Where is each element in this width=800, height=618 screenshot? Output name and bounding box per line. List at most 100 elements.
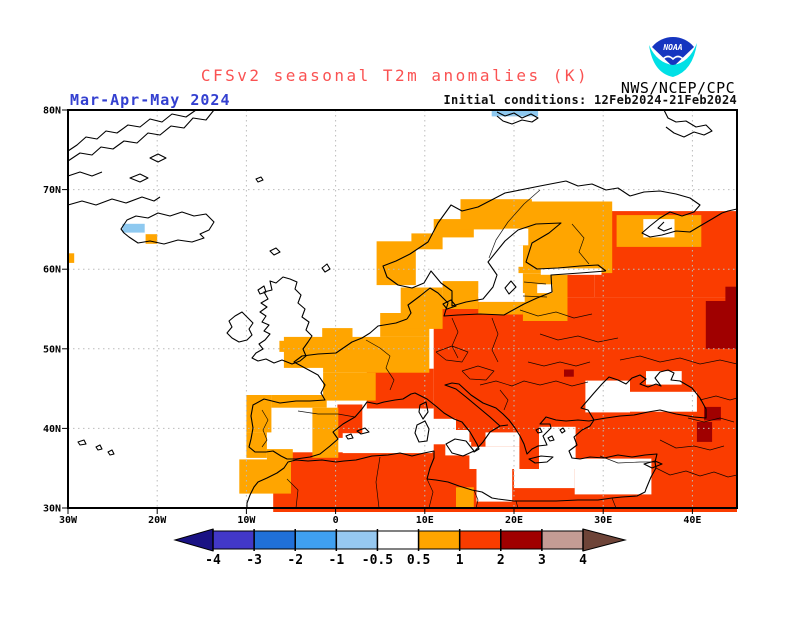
anomaly-cell bbox=[503, 228, 529, 246]
x-tick-label: 20W bbox=[148, 515, 167, 526]
anomaly-cell bbox=[537, 284, 553, 294]
coastline-greenland bbox=[67, 109, 264, 206]
coastline-mainland-europe-africa bbox=[248, 318, 509, 460]
anomaly-cell bbox=[705, 301, 737, 349]
anomaly-cell bbox=[400, 287, 443, 329]
x-tick-label: 40E bbox=[683, 515, 701, 526]
anomaly-cell bbox=[476, 469, 513, 502]
anomaly-cell bbox=[145, 234, 158, 244]
anomaly-cell bbox=[279, 340, 299, 352]
colorbar-tick-label: 3 bbox=[538, 553, 546, 568]
coastline-scandinavia-baltic bbox=[382, 180, 631, 320]
anomaly-cell bbox=[725, 286, 737, 301]
anomaly-cell bbox=[540, 268, 602, 275]
colorbar-tick-label: 4 bbox=[579, 553, 587, 568]
colorbar-tick-label: -2 bbox=[287, 553, 303, 568]
graticule-layer bbox=[68, 110, 737, 508]
colorbar-segment bbox=[212, 530, 255, 550]
anomaly-cell bbox=[246, 395, 272, 433]
colorbar-tick-label: -1 bbox=[329, 553, 345, 568]
page-title: CFSv2 seasonal T2m anomalies (K) bbox=[200, 66, 590, 85]
coastline-ireland bbox=[226, 311, 254, 343]
coastline-black-sea bbox=[580, 369, 707, 421]
colorbar-segment bbox=[253, 530, 296, 550]
x-tick-label: 10W bbox=[237, 515, 256, 526]
colorbar-tick-label: -0.5 bbox=[362, 553, 393, 568]
coastline-arctic-islands bbox=[496, 109, 713, 138]
anomaly-cell bbox=[433, 297, 737, 459]
noaa-logo-wave bbox=[649, 43, 697, 77]
anomaly-cell bbox=[456, 487, 474, 508]
coastline-uk bbox=[251, 247, 331, 365]
x-tick-label: 10E bbox=[416, 515, 434, 526]
y-tick-label: 40N bbox=[43, 424, 61, 435]
anomaly-cell bbox=[485, 432, 520, 447]
x-tick-label: 30E bbox=[594, 515, 612, 526]
anomaly-cell bbox=[362, 409, 406, 434]
anomaly-cell bbox=[122, 223, 145, 233]
anomaly-cell bbox=[376, 241, 416, 286]
initial-conditions-label: Initial conditions: 12Feb2024-21Feb2024 bbox=[443, 93, 737, 107]
anomaly-cells-layer bbox=[68, 110, 737, 512]
agency-label: NWS/NCEP/CPC bbox=[620, 79, 736, 97]
coastline-kola-whitesea bbox=[629, 190, 738, 238]
anomaly-cell bbox=[322, 328, 353, 351]
anomaly-cell bbox=[469, 446, 520, 469]
noaa-logo-icon: NOAA bbox=[649, 36, 697, 77]
season-label: Mar-Apr-May 2024 bbox=[70, 91, 231, 109]
colorbar: -4 -3 -2 -1 -0.5 0.5 1 2 3 4 bbox=[173, 528, 627, 568]
colorbar-segment bbox=[335, 530, 378, 550]
anomaly-cell bbox=[630, 391, 697, 412]
noaa-logo-fan bbox=[652, 36, 694, 67]
anomaly-cell bbox=[366, 368, 434, 409]
colorbar-tick-label: 1 bbox=[456, 553, 464, 568]
noaa-logo-text: NOAA bbox=[662, 43, 682, 52]
coastline-adriatic-greece bbox=[444, 382, 595, 455]
anomaly-cell bbox=[239, 459, 291, 494]
x-tick-label: 20E bbox=[505, 515, 523, 526]
colorbar-tick-label: -3 bbox=[246, 553, 262, 568]
anomaly-cell bbox=[442, 281, 479, 309]
colorbar-segment bbox=[294, 530, 337, 550]
colorbar-tick-label: 2 bbox=[497, 553, 505, 568]
anomaly-cell bbox=[274, 367, 324, 395]
anomaly-cell bbox=[342, 433, 432, 454]
colorbar-tick-label: -4 bbox=[205, 553, 221, 568]
plot-frame bbox=[67, 109, 738, 509]
y-tick-label: 30N bbox=[43, 504, 61, 515]
x-tick-label: 0 bbox=[333, 515, 339, 526]
country-borders bbox=[261, 189, 738, 509]
anomaly-cell bbox=[514, 469, 575, 489]
y-tick-label: 70N bbox=[43, 185, 61, 196]
colorbar-segment bbox=[418, 530, 461, 550]
coastline-iceland bbox=[120, 211, 215, 245]
border-lines bbox=[261, 189, 738, 509]
anomaly-cell bbox=[696, 422, 713, 442]
anomaly-cell bbox=[68, 253, 75, 263]
x-tick-label: 30W bbox=[59, 515, 78, 526]
anomaly-cell bbox=[574, 458, 652, 495]
coastline-mediterranean-islands bbox=[77, 280, 663, 469]
colorbar-segment bbox=[459, 530, 502, 550]
colorbar-right-arrow bbox=[582, 528, 627, 552]
colorbar-left-arrow bbox=[173, 528, 214, 552]
colorbar-segment bbox=[541, 530, 584, 550]
anomaly-cell bbox=[646, 371, 682, 385]
coastline-turkey-levant-africa bbox=[246, 419, 658, 508]
anomaly-cell bbox=[496, 245, 523, 267]
y-tick-label: 50N bbox=[43, 344, 61, 355]
coastlines bbox=[67, 109, 738, 508]
colorbar-segment bbox=[500, 530, 543, 550]
anomaly-cell bbox=[585, 380, 630, 413]
anomaly-cell bbox=[478, 293, 525, 302]
y-tick-label: 80N bbox=[43, 106, 61, 117]
y-tick-label: 60N bbox=[43, 265, 61, 276]
anomaly-cell bbox=[518, 201, 613, 274]
anomaly-cell bbox=[564, 369, 574, 377]
colorbar-segment bbox=[376, 530, 420, 550]
colorbar-tick-label: 0.5 bbox=[407, 553, 430, 568]
noaa-logo-bird bbox=[662, 55, 684, 61]
